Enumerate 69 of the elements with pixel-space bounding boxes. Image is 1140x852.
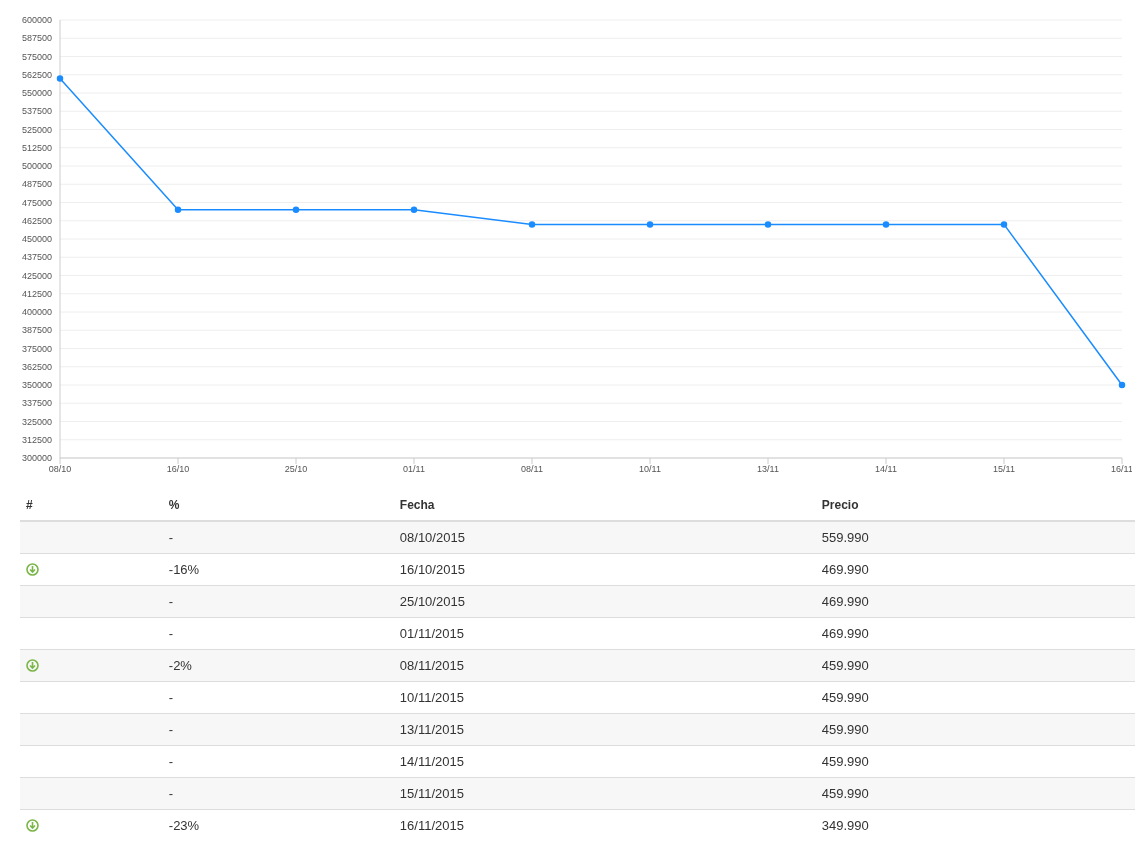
- y-tick-label: 525000: [21, 124, 52, 135]
- y-tick-label: 600000: [21, 15, 52, 26]
- y-tick-label: 350000: [21, 380, 52, 391]
- text: 459.990: [821, 722, 869, 737]
- x-tick-label: 01/11: [403, 464, 425, 475]
- text: -: [162, 521, 394, 554]
- text: %: [162, 498, 394, 521]
- x-tick-label: 10/11: [639, 464, 661, 475]
- text: 16/11/2015: [393, 809, 816, 841]
- text: 459.990: [821, 754, 869, 769]
- y-tick-label: 487500: [21, 179, 52, 190]
- text: -2%: [162, 649, 394, 682]
- text: -23%: [162, 809, 394, 841]
- text: -: [162, 745, 394, 778]
- text: -: [162, 681, 394, 714]
- x-tick-label: 08/10: [48, 464, 72, 475]
- x-tick-label: 25/10: [284, 464, 308, 475]
- text: 469.990: [821, 594, 869, 609]
- text: 14/11/2015: [393, 745, 816, 778]
- text: -: [162, 777, 394, 810]
- text: 459.990: [821, 786, 869, 801]
- text: 559.990: [821, 530, 869, 545]
- x-tick-label: 14/11: [875, 464, 897, 475]
- text: 469.990: [821, 626, 869, 641]
- y-tick-label: 562500: [21, 69, 52, 80]
- y-tick-label: 375000: [21, 343, 52, 354]
- text: 08/11/2015: [393, 649, 816, 682]
- y-tick-label: 475000: [21, 197, 52, 208]
- y-tick-label: 550000: [21, 88, 52, 99]
- text: 459.990: [821, 658, 869, 673]
- text: 25/10/2015: [393, 585, 816, 618]
- y-tick-label: 512500: [21, 142, 52, 153]
- text: 08/10/2015: [393, 521, 816, 554]
- text: -: [162, 585, 394, 618]
- text: Precio: [815, 498, 1135, 521]
- text: 13/11/2015: [393, 713, 816, 746]
- x-tick-label: 16/11: [1111, 464, 1133, 475]
- text: 01/11/2015: [393, 617, 816, 650]
- x-tick-label: 16/10: [166, 464, 190, 475]
- text: 10/11/2015: [393, 681, 816, 714]
- y-tick-label: 462500: [21, 215, 52, 226]
- text: 469.990: [821, 562, 869, 577]
- y-tick-label: 450000: [21, 234, 52, 245]
- text: -16%: [162, 553, 394, 586]
- x-tick-label: 08/11: [521, 464, 543, 475]
- y-tick-label: 437500: [21, 252, 52, 263]
- y-tick-label: 387500: [21, 325, 52, 336]
- y-tick-label: 362500: [21, 361, 52, 372]
- y-tick-label: 412500: [21, 288, 52, 299]
- y-tick-label: 500000: [21, 161, 52, 172]
- text: -: [162, 617, 394, 650]
- text: 459.990: [821, 690, 869, 705]
- y-tick-label: 575000: [21, 51, 52, 62]
- text: #: [20, 498, 163, 521]
- y-tick-label: 325000: [21, 416, 52, 427]
- y-tick-label: 425000: [21, 270, 52, 281]
- y-tick-label: 312500: [21, 434, 52, 445]
- text: 349.990: [821, 818, 869, 833]
- x-tick-label: 13/11: [757, 464, 779, 475]
- y-tick-label: 337500: [21, 398, 52, 409]
- y-tick-label: 300000: [21, 453, 52, 464]
- y-tick-label: 400000: [21, 307, 52, 318]
- text: 16/10/2015: [393, 553, 816, 586]
- y-tick-label: 587500: [21, 33, 52, 44]
- y-tick-label: 537500: [21, 106, 52, 117]
- text: Fecha: [393, 498, 816, 521]
- x-tick-label: 15/11: [993, 464, 1015, 475]
- text: -: [162, 713, 394, 746]
- text: 15/11/2015: [393, 777, 816, 810]
